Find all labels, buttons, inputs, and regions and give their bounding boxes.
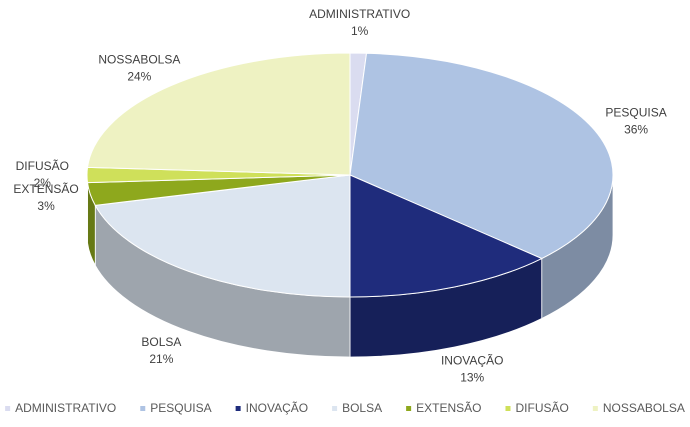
data-label: 1% xyxy=(351,24,369,38)
legend-marker xyxy=(592,406,598,411)
legend-marker xyxy=(5,406,11,411)
legend-marker xyxy=(140,406,146,411)
legend-marker xyxy=(332,406,338,411)
slice xyxy=(349,174,543,298)
data-label-name: INOVAÇÃO xyxy=(441,354,503,368)
data-label: 24% xyxy=(127,69,151,83)
data-label-name: EXTENSÃO xyxy=(13,182,78,196)
data-label: 21% xyxy=(149,352,173,366)
slice xyxy=(86,52,351,176)
data-label-name: ADMINISTRATIVO xyxy=(309,7,410,21)
legend-label: DIFUSÃO xyxy=(515,401,568,415)
legend-label: PESQUISA xyxy=(150,401,211,415)
data-label: 13% xyxy=(460,371,484,385)
data-label-name: BOLSA xyxy=(141,335,181,349)
legend-label: BOLSA xyxy=(342,401,382,415)
data-label: 3% xyxy=(37,199,55,213)
data-label-name: PESQUISA xyxy=(605,105,666,119)
slice xyxy=(94,174,351,298)
legend-label: EXTENSÃO xyxy=(416,401,481,415)
data-label: 36% xyxy=(624,122,648,136)
legend-label: NOSSABOLSA xyxy=(603,401,685,415)
slice xyxy=(349,52,614,260)
legend-marker xyxy=(505,406,511,411)
data-label: 2% xyxy=(34,176,52,190)
legend: ADMINISTRATIVO PESQUISA INOVAÇÃO BOLSA EXTEN… xyxy=(5,401,685,415)
data-label-name: DIFUSÃO xyxy=(16,159,69,173)
legend-label: ADMINISTRATIVO xyxy=(15,401,116,415)
legend-marker xyxy=(235,406,241,411)
data-label-name: NOSSABOLSA xyxy=(98,52,180,66)
legend-label: INOVAÇÃO xyxy=(246,401,308,415)
legend-marker xyxy=(406,406,412,411)
